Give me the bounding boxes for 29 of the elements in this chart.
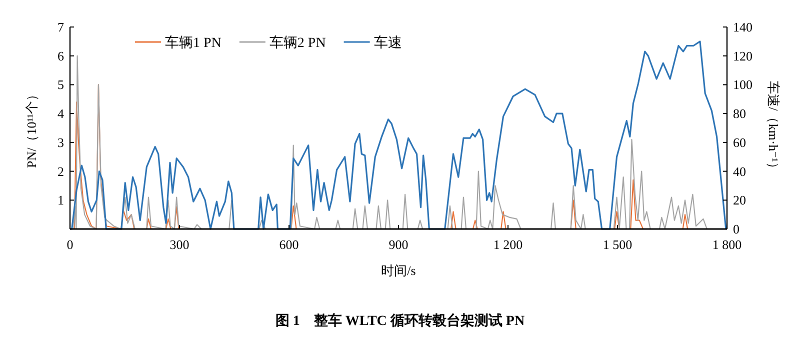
x-tick-label: 0 xyxy=(66,237,74,252)
y-tick-label: 1 xyxy=(58,192,64,208)
y-tick-label: 7 xyxy=(58,20,64,34)
y2-tick-label: 20 xyxy=(733,192,746,208)
y-tick-label: 6 xyxy=(58,48,64,64)
legend-label: 车速 xyxy=(374,35,402,51)
y2-axis-title: 车速/（km·h⁻¹） xyxy=(766,81,781,175)
x-tick-label: 1 800 xyxy=(712,237,742,252)
y-tick-label: 3 xyxy=(58,134,64,150)
y-tick-label: 5 xyxy=(58,77,64,92)
x-axis-title: 时间/s xyxy=(381,263,416,278)
x-tick-label: 900 xyxy=(388,237,408,252)
y-axis-title: PN/（10¹¹个） xyxy=(24,88,39,168)
x-tick-label: 300 xyxy=(170,237,190,252)
x-tick-label: 1 500 xyxy=(602,237,632,252)
legend-label: 车辆1 PN xyxy=(165,35,222,51)
y2-tick-label: 80 xyxy=(733,106,746,122)
y2-tick-label: 60 xyxy=(733,134,746,150)
legend-label: 车辆2 PN xyxy=(269,35,326,51)
y2-tick-label: 140 xyxy=(733,20,752,34)
y2-tick-label: 0 xyxy=(733,222,740,236)
y2-tick-label: 40 xyxy=(733,164,746,179)
y2-tick-label: 120 xyxy=(733,48,752,64)
y2-tick-label: 100 xyxy=(733,77,752,92)
y-tick-label: 4 xyxy=(58,106,64,122)
y-tick-label: 2 xyxy=(58,164,64,179)
x-tick-label: 1 200 xyxy=(493,237,523,252)
x-tick-label: 600 xyxy=(279,237,299,252)
text: 图 1 整车 WLTC 循环转毂台架测试 PN xyxy=(275,312,525,329)
